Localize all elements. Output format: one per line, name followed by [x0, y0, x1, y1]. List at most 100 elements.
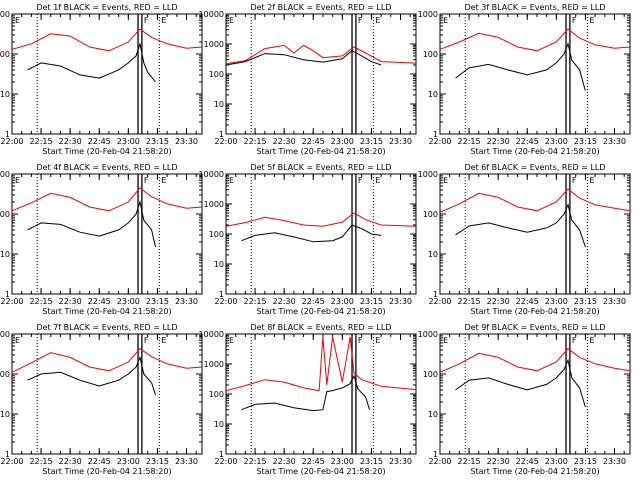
y-tick-label: 1000: [0, 330, 10, 339]
series-line-events: [27, 200, 156, 248]
y-tick-label: 10: [214, 420, 224, 429]
x-tick-label: 23:15: [574, 137, 597, 146]
x-tick-label: 22:30: [273, 297, 296, 306]
y-tick-label: 100: [423, 370, 438, 379]
e-marker-label: E: [229, 16, 234, 25]
y-tick-label: 100: [209, 230, 224, 239]
y-tick-label: 100: [209, 390, 224, 399]
x-axis-label: Start Time (20-Feb-04 21:58:20): [470, 147, 599, 156]
e-marker-label: E: [589, 176, 594, 185]
e-marker-label: E: [229, 336, 234, 345]
x-tick-label: 22:30: [59, 297, 82, 306]
series-line-events: [27, 41, 156, 83]
x-tick-label: 23:00: [545, 297, 568, 306]
chart-title: Det 9f BLACK = Events, RED = LLD: [464, 323, 605, 332]
y-tick-label: 1000: [204, 200, 224, 209]
x-tick-label: 22:00: [428, 297, 451, 306]
x-axis-label: Start Time (20-Feb-04 21:58:20): [256, 467, 385, 476]
y-tick-label: 100: [0, 370, 10, 379]
series-line-lld: [226, 44, 416, 65]
chart-panel-8: Det 8f BLACK = Events, RED = LLD 1 10 100 10…: [199, 323, 417, 476]
plot-frame: [439, 333, 631, 455]
series-line-lld: [12, 187, 202, 212]
chart-title: Det 6f BLACK = Events, RED = LLD: [464, 163, 605, 172]
x-axis-label: Start Time (20-Feb-04 21:58:20): [470, 467, 599, 476]
x-tick-label: 23:30: [175, 137, 198, 146]
y-tick-label: 10: [428, 410, 438, 419]
e-marker-label: E: [443, 176, 448, 185]
x-tick-label: 22:15: [30, 297, 53, 306]
x-tick-label: 22:45: [88, 137, 111, 146]
f-marker-label: F: [144, 336, 149, 345]
x-tick-label: 22:45: [516, 137, 539, 146]
chart-panel-3: Det 3f BLACK = Events, RED = LLD 1 10 100 10…: [418, 3, 631, 156]
x-tick-label: 22:30: [59, 137, 82, 146]
plot-frame: [225, 13, 417, 135]
x-tick-label: 23:15: [360, 457, 383, 466]
x-tick-label: 22:45: [88, 297, 111, 306]
series-line-lld: [226, 336, 416, 392]
x-tick-label: 23:15: [574, 297, 597, 306]
e-marker-label: E: [375, 336, 380, 345]
x-tick-label: 23:15: [574, 457, 597, 466]
chart-title: Det 1f BLACK = Events, RED = LLD: [36, 3, 177, 12]
y-tick-label: 10000: [199, 330, 224, 339]
series-line-events: [455, 358, 586, 408]
y-tick-label: 10: [428, 250, 438, 259]
x-tick-label: 23:30: [175, 457, 198, 466]
x-tick-label: 23:30: [389, 137, 412, 146]
e-marker-label: E: [15, 16, 20, 25]
x-tick-label: 23:00: [331, 297, 354, 306]
series-line-lld: [12, 348, 202, 373]
y-tick-label: 1000: [418, 330, 438, 339]
y-tick-label: 1000: [204, 40, 224, 49]
y-tick-label: 10000: [199, 170, 224, 179]
x-tick-label: 22:30: [59, 457, 82, 466]
chart-panel-6: Det 6f BLACK = Events, RED = LLD 1 10 100 10…: [418, 163, 631, 316]
x-tick-label: 23:30: [603, 297, 626, 306]
y-tick-label: 10: [214, 260, 224, 269]
x-tick-label: 22:30: [487, 457, 510, 466]
x-tick-label: 22:15: [244, 297, 267, 306]
series-line-events: [455, 42, 586, 91]
x-tick-label: 22:30: [487, 137, 510, 146]
x-tick-label: 22:30: [487, 297, 510, 306]
f-marker-label: F: [572, 16, 577, 25]
x-tick-label: 23:15: [146, 457, 169, 466]
y-tick-label: 1: [219, 130, 224, 139]
x-tick-label: 22:00: [214, 457, 237, 466]
y-tick-label: 1: [433, 450, 438, 459]
f-marker-label: F: [358, 336, 363, 345]
y-tick-label: 1: [433, 130, 438, 139]
e-marker-label: E: [589, 16, 594, 25]
y-tick-label: 1000: [418, 10, 438, 19]
y-tick-label: 1000: [0, 170, 10, 179]
chart-panel-7: Det 7f BLACK = Events, RED = LLD 1 10 100 10…: [0, 323, 203, 476]
x-axis-label: Start Time (20-Feb-04 21:58:20): [42, 307, 171, 316]
y-tick-label: 10: [0, 250, 10, 259]
f-marker-label: F: [358, 16, 363, 25]
x-axis-label: Start Time (20-Feb-04 21:58:20): [42, 467, 171, 476]
series-line-events: [27, 355, 156, 396]
chart-title: Det 5f BLACK = Events, RED = LLD: [250, 163, 391, 172]
x-axis-label: Start Time (20-Feb-04 21:58:20): [42, 147, 171, 156]
x-tick-label: 22:00: [214, 137, 237, 146]
y-tick-label: 1: [219, 450, 224, 459]
x-tick-label: 22:45: [516, 457, 539, 466]
chart-panel-4: Det 4f BLACK = Events, RED = LLD 1 10 100 10…: [0, 163, 203, 316]
x-tick-label: 23:00: [545, 457, 568, 466]
series-line-events: [241, 224, 382, 243]
e-marker-label: E: [443, 16, 448, 25]
series-line-lld: [440, 188, 630, 213]
series-line-events: [226, 50, 382, 66]
x-tick-label: 23:15: [146, 137, 169, 146]
x-tick-label: 23:00: [545, 137, 568, 146]
x-tick-label: 23:30: [603, 137, 626, 146]
x-tick-label: 22:00: [428, 457, 451, 466]
chart-panel-2: Det 2f BLACK = Events, RED = LLD 1 10 100 10…: [199, 3, 417, 156]
f-marker-label: F: [572, 176, 577, 185]
e-marker-label: E: [15, 176, 20, 185]
x-tick-label: 22:00: [428, 137, 451, 146]
y-tick-label: 100: [209, 70, 224, 79]
plot-frame: [11, 333, 203, 455]
